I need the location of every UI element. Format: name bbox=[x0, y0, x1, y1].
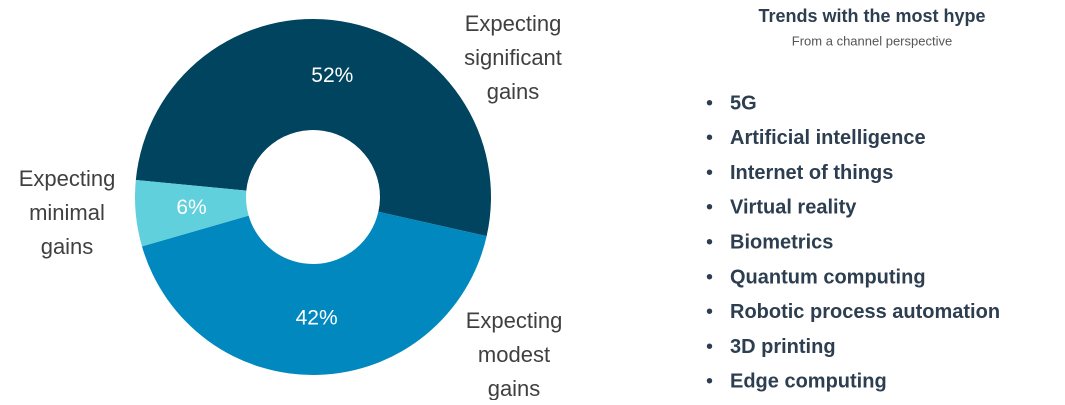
bullet: • bbox=[706, 231, 713, 253]
donut-slice bbox=[135, 19, 492, 237]
list-subtitle: From a channel perspective bbox=[792, 33, 952, 48]
bullet: • bbox=[706, 92, 713, 114]
bullet: • bbox=[706, 336, 713, 358]
slice-value-label: 6% bbox=[176, 196, 206, 219]
list-item: Edge computing bbox=[730, 371, 887, 393]
bullet: • bbox=[706, 371, 713, 393]
bullet: • bbox=[706, 197, 713, 219]
list-item: Biometrics bbox=[730, 231, 833, 253]
bullet: • bbox=[706, 266, 713, 288]
donut-slice bbox=[141, 211, 487, 375]
list-item: Robotic process automation bbox=[730, 301, 1000, 323]
list-item: Quantum computing bbox=[730, 266, 926, 288]
slice-category-label: Expecting significant gains bbox=[464, 11, 562, 104]
list-title: Trends with the most hype bbox=[758, 6, 985, 26]
slice-category-label: Expecting minimal gains bbox=[19, 166, 116, 259]
bullet: • bbox=[706, 301, 713, 323]
list-item: Virtual reality bbox=[730, 197, 857, 219]
bullet: • bbox=[706, 127, 713, 149]
slice-category-label: Expecting modest gains bbox=[466, 308, 563, 400]
list-item: 3D printing bbox=[730, 336, 836, 358]
list-item: Internet of things bbox=[730, 162, 893, 184]
donut-slice bbox=[134, 179, 249, 247]
slice-value-label: 52% bbox=[311, 64, 353, 87]
list-item: 5G bbox=[730, 92, 757, 114]
list-item: Artificial intelligence bbox=[730, 127, 926, 149]
slice-value-label: 42% bbox=[296, 306, 338, 329]
bullet: • bbox=[706, 162, 713, 184]
